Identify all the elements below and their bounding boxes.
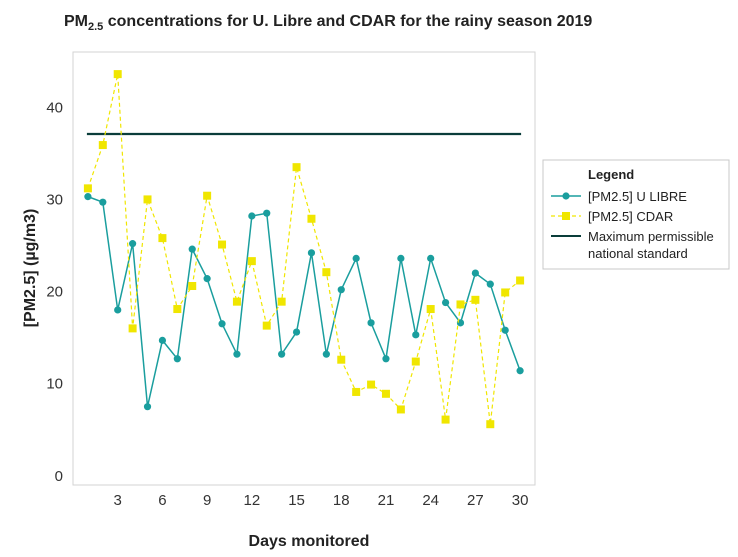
point-ulibre [173, 355, 181, 363]
point-cdar [83, 184, 92, 193]
x-tick-label: 18 [333, 492, 350, 509]
chart-title-subscript: 2.5 [88, 21, 103, 33]
chart-title-prefix: PM [64, 13, 88, 30]
point-ulibre [218, 320, 226, 328]
x-axis: 3 6 9 12 15 18 21 24 27 30 [114, 492, 529, 509]
point-ulibre [278, 350, 286, 358]
point-cdar [292, 163, 301, 172]
point-cdar [381, 389, 390, 398]
y-tick-label: 20 [46, 284, 63, 301]
point-ulibre [322, 350, 330, 358]
point-cdar [501, 288, 510, 297]
point-ulibre [397, 254, 405, 262]
point-ulibre [203, 275, 211, 283]
point-cdar [426, 305, 435, 314]
x-tick-label: 21 [378, 492, 395, 509]
point-cdar [128, 324, 137, 333]
chart-title: PM2.5 concentrations for U. Libre and CD… [64, 13, 592, 33]
point-cdar [471, 295, 480, 304]
series-layer [83, 70, 525, 429]
point-cdar [218, 240, 227, 249]
point-ulibre [337, 286, 345, 294]
point-cdar [396, 405, 405, 414]
point-cdar [173, 305, 182, 314]
point-cdar [411, 357, 420, 366]
point-ulibre [307, 249, 316, 257]
y-tick-label: 0 [55, 468, 63, 485]
x-tick-label: 9 [203, 492, 211, 509]
legend-marker-ulibre [562, 192, 570, 200]
point-cdar [307, 214, 316, 223]
x-tick-label: 15 [288, 492, 305, 509]
series-line-ulibre [87, 195, 521, 407]
legend-label-standard: Maximum permissible [588, 229, 714, 244]
y-tick-label: 40 [46, 99, 63, 116]
legend-marker-cdar [562, 212, 570, 220]
point-cdar [322, 268, 331, 277]
point-cdar [158, 234, 167, 243]
plot-area [72, 51, 536, 486]
point-cdar [203, 191, 212, 200]
point-cdar [277, 297, 286, 306]
point-ulibre [143, 403, 152, 411]
point-ulibre [188, 245, 196, 253]
point-ulibre [352, 254, 360, 262]
point-ulibre [441, 298, 450, 307]
x-tick-label: 24 [422, 492, 439, 509]
x-tick-label: 27 [467, 492, 484, 509]
point-ulibre [382, 355, 390, 363]
point-cdar [337, 355, 346, 364]
x-tick-label: 6 [158, 492, 166, 509]
point-ulibre [114, 306, 122, 314]
point-cdar [367, 380, 376, 389]
point-cdar [232, 297, 241, 306]
point-cdar [352, 387, 361, 396]
y-tick-label: 30 [46, 191, 63, 208]
point-cdar [441, 415, 450, 424]
point-cdar [486, 420, 495, 429]
y-axis: 0 10 20 30 40 [46, 99, 63, 485]
point-ulibre [158, 336, 167, 344]
point-ulibre [471, 269, 479, 277]
point-ulibre [263, 209, 271, 217]
point-ulibre [233, 350, 241, 358]
legend-box [542, 159, 730, 270]
series-line-cdar [87, 73, 521, 425]
point-cdar [247, 257, 256, 266]
chart-title-rest: concentrations for U. Libre and CDAR for… [103, 13, 592, 30]
point-ulibre [248, 212, 256, 220]
x-tick-label: 3 [114, 492, 122, 509]
point-cdar [98, 141, 107, 150]
point-ulibre [292, 328, 301, 336]
point-cdar [516, 276, 525, 285]
point-ulibre [501, 326, 509, 334]
x-axis-title: Days monitored [249, 533, 370, 550]
legend-label-standard: national standard [588, 246, 688, 261]
point-cdar [262, 321, 271, 330]
point-ulibre [367, 319, 375, 327]
point-ulibre [486, 280, 494, 288]
legend: Legend [PM2.5] U LIBRE [PM2.5] CDAR Maximu… [542, 159, 730, 270]
x-tick-label: 12 [243, 492, 260, 509]
legend-label-cdar: [PM2.5] CDAR [588, 209, 673, 224]
point-ulibre [84, 193, 92, 201]
y-tick-label: 10 [46, 376, 63, 393]
y-axis-title: [PM2.5] (µg/m3) [22, 209, 39, 328]
point-cdar [188, 282, 197, 291]
point-ulibre [427, 254, 435, 262]
point-ulibre [412, 331, 420, 339]
point-cdar [143, 195, 152, 204]
legend-label-ulibre: [PM2.5] U LIBRE [588, 189, 687, 204]
point-cdar [456, 300, 465, 309]
point-cdar [113, 70, 122, 79]
point-ulibre [129, 240, 137, 248]
point-ulibre [516, 367, 524, 375]
x-tick-label: 30 [512, 492, 529, 509]
point-ulibre [99, 198, 107, 206]
legend-title: Legend [588, 167, 634, 182]
